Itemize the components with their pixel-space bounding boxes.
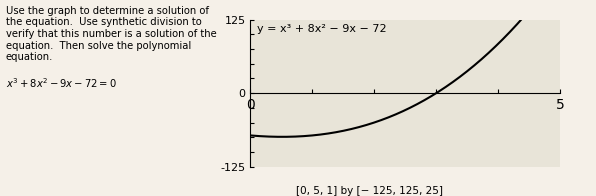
Text: Use the graph to determine a solution of
the equation.  Use synthetic division t: Use the graph to determine a solution of… bbox=[6, 6, 217, 90]
Text: [0, 5, 1] by [− 125, 125, 25]: [0, 5, 1] by [− 125, 125, 25] bbox=[296, 186, 443, 196]
Text: y = x³ + 8x² − 9x − 72: y = x³ + 8x² − 9x − 72 bbox=[256, 24, 386, 34]
